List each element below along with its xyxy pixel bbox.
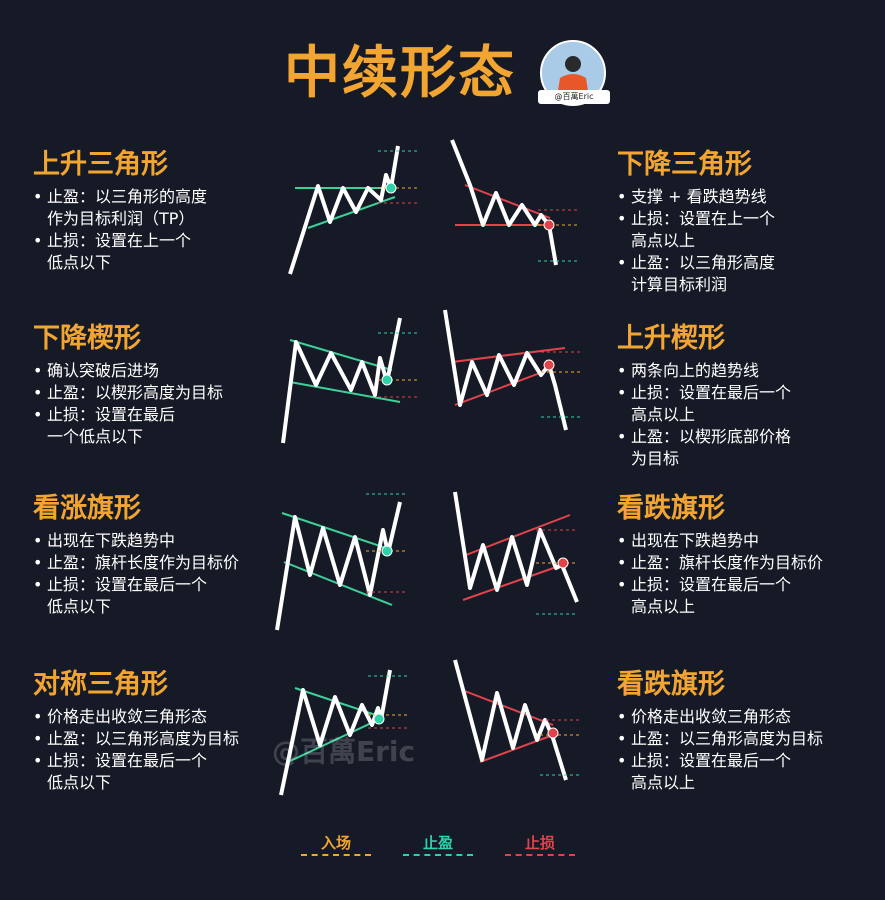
entry-point	[381, 374, 393, 386]
section-title: 下降楔形	[33, 323, 141, 354]
section-rising-wedge: 上升楔形 两条向上的趋势线 止损：设置在最后一个 高点以上 止盈：以楔形底部价格…	[617, 322, 867, 470]
section-falling-wedge: 下降楔形 确认突破后进场 止盈：以楔形高度为目标 止损：设置在最后 一个低点以下	[33, 322, 283, 448]
entry-point	[381, 545, 393, 557]
watermark: @百萬Eric	[272, 735, 416, 768]
section-title: 上升楔形	[617, 323, 725, 354]
bullet: 出现在下跌趋势中	[617, 530, 867, 552]
section-ascending-triangle: 上升三角形 止盈：以三角形的高度 作为目标利润（TP） 止损：设置在上一个 低点…	[33, 148, 283, 274]
bullet: 止损：设置在最后 一个低点以下	[33, 404, 283, 448]
bullet: 价格走出收敛三角形态	[617, 706, 867, 728]
price-path	[453, 659, 568, 781]
avatar-handle: @百萬Eric	[538, 90, 610, 104]
legend-take-profit-line	[403, 854, 473, 856]
bullet: 出现在下跌趋势中	[33, 530, 283, 552]
bullet: 止损：设置在上一个 高点以上	[617, 208, 867, 252]
price-path	[443, 309, 568, 431]
bullet: 止盈：以三角形高度为目标	[33, 728, 283, 750]
bullet: 止损：设置在上一个 低点以下	[33, 230, 283, 274]
support-line	[307, 196, 396, 229]
page-title: 中续形态	[284, 41, 516, 106]
upper-line	[281, 512, 393, 551]
diagram-bear-pennant	[453, 659, 580, 781]
diagram-symmetric-triangle	[279, 669, 408, 796]
lower-line	[462, 564, 563, 601]
entry-point	[373, 713, 385, 725]
section-bear-flag: 看跌旗形 出现在下跌趋势中 止盈：旗杆长度作为目标价 止损：设置在最后一个 高点…	[617, 492, 867, 618]
bullet: 止盈：以三角形高度 计算目标利润	[617, 252, 867, 296]
section-title: 下降三角形	[617, 149, 752, 180]
price-path	[288, 145, 400, 275]
bullet: 止盈：以三角形高度为目标	[617, 728, 867, 750]
legend-entry-label: 入场	[320, 834, 351, 852]
diagram-descending-triangle	[450, 139, 578, 266]
legend-stop-loss-line	[505, 854, 575, 856]
section-title: 上升三角形	[33, 149, 168, 180]
diagram-bear-flag	[453, 491, 579, 615]
section-bear-pennant: 看跌旗形 价格走出收敛三角形态 止盈：以三角形高度为目标 止损：设置在最后一个 …	[617, 668, 867, 794]
price-path	[450, 139, 558, 266]
diagram-falling-wedge	[281, 317, 418, 444]
price-path	[453, 491, 579, 603]
bullet: 价格走出收敛三角形态	[33, 706, 283, 728]
section-descending-triangle: 下降三角形 支撑 + 看跌趋势线 止损：设置在上一个 高点以上 止盈：以三角形高…	[617, 148, 867, 296]
bullet: 止损：设置在最后一个 低点以下	[33, 750, 283, 794]
legend-take-profit-label: 止盈	[422, 834, 453, 852]
lower-line	[287, 717, 383, 763]
bullet: 止盈：旗杆长度作为目标价	[617, 552, 867, 574]
section-title: 看跌旗形	[617, 669, 725, 700]
section-bull-flag: 看涨旗形 出现在下跌趋势中 止盈：旗杆长度作为目标价 止损：设置在最后一个 低点…	[33, 492, 283, 618]
upper-line	[289, 339, 393, 371]
bullet: 确认突破后进场	[33, 360, 283, 382]
lower-line	[454, 369, 549, 406]
diagram-ascending-triangle	[288, 145, 418, 275]
price-path	[275, 501, 402, 631]
bullet: 止盈：以楔形高度为目标	[33, 382, 283, 404]
entry-point	[543, 219, 555, 231]
legend-entry-line	[301, 854, 371, 856]
legend-stop-loss-label: 止损	[524, 834, 555, 852]
bullet: 止盈：旗杆长度作为目标价	[33, 552, 283, 574]
diagram-rising-wedge	[443, 309, 581, 431]
bullet: 止损：设置在最后一个 高点以上	[617, 382, 867, 426]
entry-point	[543, 359, 555, 371]
section-title: 看跌旗形	[617, 493, 725, 524]
resistance-line	[464, 184, 551, 219]
price-path	[281, 317, 402, 444]
bullet: 止损：设置在最后一个 高点以上	[617, 750, 867, 794]
entry-point	[385, 182, 397, 194]
bullet: 止损：设置在最后一个 高点以上	[617, 574, 867, 618]
bullet: 止损：设置在最后一个 低点以下	[33, 574, 283, 618]
lower-line	[289, 381, 401, 403]
bullet: 止盈：以三角形的高度 作为目标利润（TP）	[33, 186, 283, 230]
section-title: 对称三角形	[33, 669, 168, 700]
bullet: 两条向上的趋势线	[617, 360, 867, 382]
bullet: 支撑 + 看跌趋势线	[617, 186, 867, 208]
entry-point	[557, 557, 569, 569]
lower-line	[479, 734, 554, 763]
entry-point	[547, 727, 559, 739]
bullet: 止盈：以楔形底部价格 为目标	[617, 426, 867, 470]
section-title: 看涨旗形	[33, 493, 141, 524]
section-symmetric-triangle: 对称三角形 价格走出收敛三角形态 止盈：以三角形高度为目标 止损：设置在最后一个…	[33, 668, 283, 794]
upper-line	[461, 689, 554, 726]
upper-line	[451, 347, 566, 363]
diagram-bull-flag	[275, 493, 406, 631]
